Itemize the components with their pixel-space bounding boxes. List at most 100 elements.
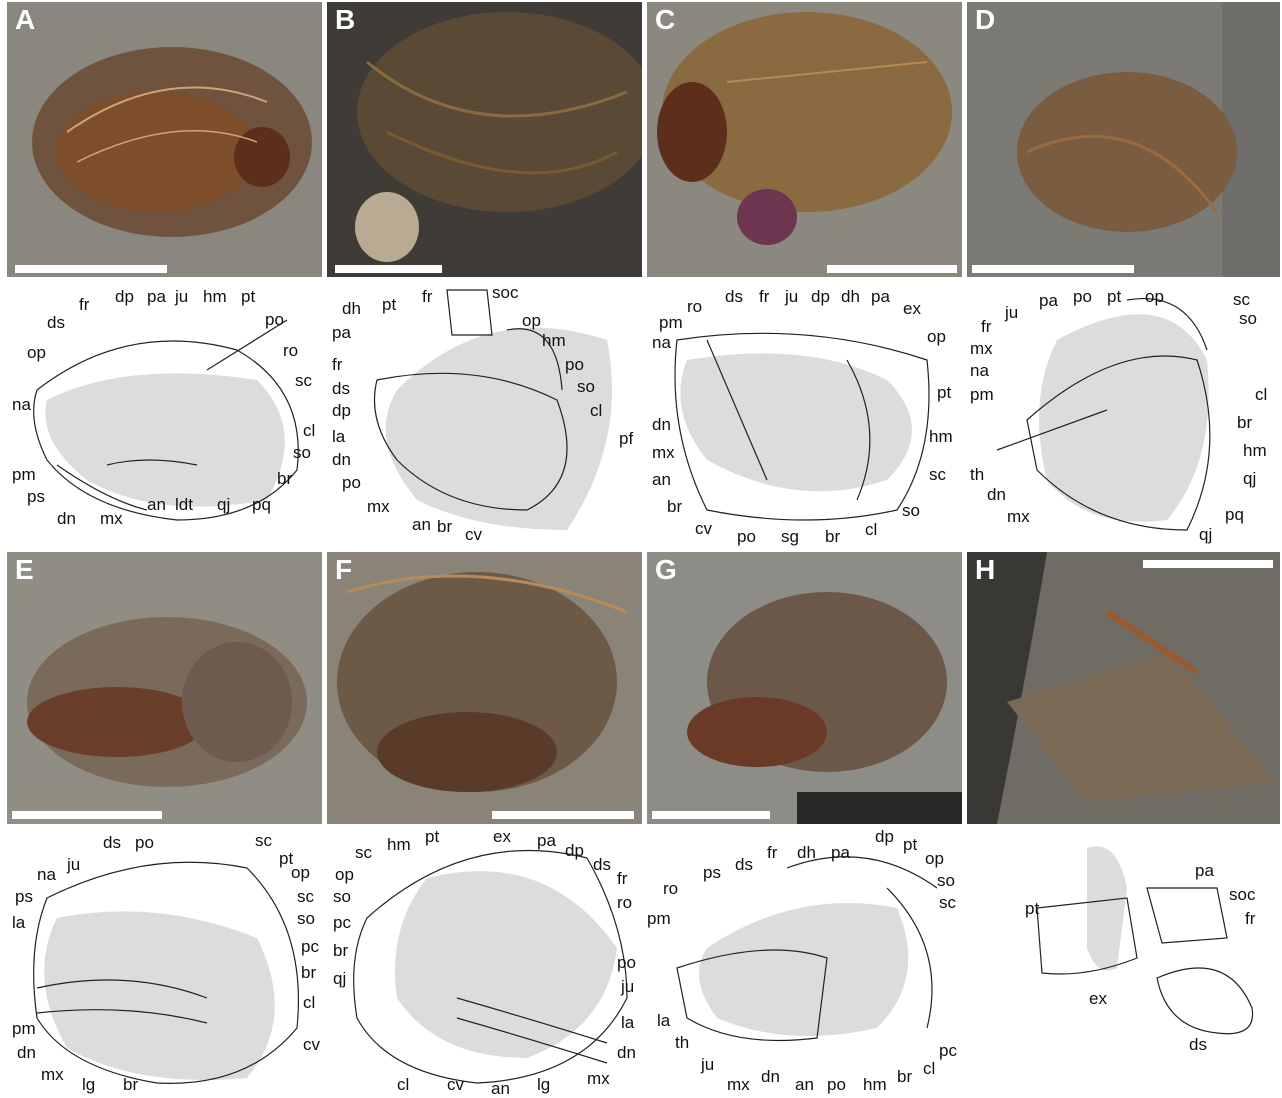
- label-dp: dp: [811, 287, 830, 306]
- label-sc: sc: [355, 843, 373, 862]
- label-mx: mx: [970, 339, 993, 358]
- label-lg: lg: [537, 1075, 550, 1094]
- label-br: br: [123, 1075, 138, 1094]
- label-sc: sc: [297, 887, 315, 906]
- label-hm: hm: [929, 427, 953, 446]
- label-so: so: [937, 871, 955, 890]
- label-mx: mx: [100, 509, 123, 528]
- label-ex: ex: [903, 299, 921, 318]
- label-pt: pt: [279, 849, 293, 868]
- photo-panel-e: E: [7, 552, 322, 824]
- label-cl: cl: [397, 1075, 409, 1094]
- photo-panel-c: C: [647, 2, 962, 277]
- label-ro: ro: [687, 297, 702, 316]
- label-cl: cl: [865, 520, 877, 539]
- drawing-panel-e: ds po sc na ju pt ps op sc la so pc br c…: [7, 828, 322, 1096]
- label-po: po: [565, 355, 584, 374]
- label-an: an: [491, 1079, 510, 1098]
- drawing-panel-a: fr dp pa ju hm pt ds po op ro sc na cl s…: [7, 280, 322, 545]
- label-mx: mx: [1007, 507, 1030, 526]
- label-pc: pc: [301, 937, 319, 956]
- label-pt: pt: [937, 383, 951, 402]
- label-po: po: [737, 527, 756, 546]
- panel-letter: C: [655, 4, 676, 35]
- label-ju: ju: [174, 287, 188, 306]
- label-pa: pa: [831, 843, 850, 862]
- label-ex: ex: [1089, 989, 1107, 1008]
- label-br: br: [301, 963, 316, 982]
- label-mx: mx: [652, 443, 675, 462]
- panel-letter: A: [15, 4, 36, 35]
- label-na: na: [12, 395, 31, 414]
- label-pa: pa: [1195, 861, 1214, 880]
- label-qj: qj: [333, 969, 346, 988]
- label-ju: ju: [620, 977, 634, 996]
- drawing-panel-h: pt pa soc fr ex ds: [967, 828, 1280, 1096]
- label-op: op: [291, 863, 310, 882]
- label-la: la: [12, 913, 26, 932]
- label-qj: qj: [1243, 469, 1256, 488]
- drawing-panel-g: ds fr dh pa dp pt ps op ro so sc pm la t…: [647, 827, 962, 1096]
- label-dp: dp: [332, 401, 351, 420]
- scale-bar: [652, 811, 770, 819]
- label-lg: lg: [82, 1075, 95, 1094]
- label-so: so: [577, 377, 595, 396]
- label-po: po: [265, 310, 284, 329]
- label-dn: dn: [17, 1043, 36, 1062]
- label-so: so: [293, 443, 311, 462]
- label-pa: pa: [537, 831, 556, 850]
- label-pt: pt: [241, 287, 255, 306]
- label-th: th: [675, 1033, 689, 1052]
- label-mx: mx: [367, 497, 390, 516]
- label-pm: pm: [970, 385, 994, 404]
- label-op: op: [925, 849, 944, 868]
- label-fr: fr: [422, 287, 433, 306]
- label-ex: ex: [493, 827, 511, 846]
- drawing-panel-d: ju pa po pt op sc fr so mx na cl pm br h…: [967, 280, 1280, 545]
- label-ds: ds: [1189, 1035, 1207, 1054]
- label-dp: dp: [115, 287, 134, 306]
- label-so: so: [297, 909, 315, 928]
- label-po: po: [342, 473, 361, 492]
- label-ju: ju: [784, 287, 798, 306]
- label-po: po: [135, 833, 154, 852]
- label-dn: dn: [332, 450, 351, 469]
- label-pm: pm: [12, 465, 36, 484]
- label-pf: pf: [619, 429, 633, 448]
- label-cv: cv: [303, 1035, 321, 1054]
- label-qj: qj: [1199, 525, 1212, 544]
- label-sc: sc: [939, 893, 957, 912]
- label-ldt: ldt: [175, 495, 193, 514]
- label-dn: dn: [987, 485, 1006, 504]
- label-sc: sc: [1233, 290, 1251, 309]
- label-cv: cv: [447, 1075, 465, 1094]
- label-pq: pq: [1225, 505, 1244, 524]
- label-pm: pm: [647, 909, 671, 928]
- label-soc: soc: [1229, 885, 1256, 904]
- label-dp: dp: [875, 827, 894, 846]
- label-ds: ds: [593, 855, 611, 874]
- label-pa: pa: [871, 287, 890, 306]
- drawing-panel-b: soc pt fr dh op pa hm fr po ds so dp cl …: [327, 280, 642, 545]
- label-op: ro: [283, 341, 298, 360]
- label-op: op: [335, 865, 354, 884]
- label-dn: dn: [57, 509, 76, 528]
- label-ps: ps: [703, 863, 721, 882]
- scale-bar: [12, 811, 162, 819]
- label-dp: dp: [565, 841, 584, 860]
- label-pa: pa: [147, 287, 166, 306]
- label-mx: mx: [587, 1069, 610, 1088]
- label-br: br: [897, 1067, 912, 1086]
- label-op: op: [522, 311, 541, 330]
- label-na: na: [37, 865, 56, 884]
- label-fr: fr: [759, 287, 770, 306]
- label-pc: pc: [939, 1041, 957, 1060]
- photo-panel-g: G: [647, 552, 962, 824]
- scale-bar: [972, 265, 1134, 273]
- label-ds: ds: [47, 313, 65, 332]
- scale-bar: [1143, 560, 1273, 568]
- label-sc: sc: [929, 465, 947, 484]
- label-po: po: [617, 953, 636, 972]
- label-pt: pt: [425, 827, 439, 846]
- label-br: br: [437, 517, 452, 536]
